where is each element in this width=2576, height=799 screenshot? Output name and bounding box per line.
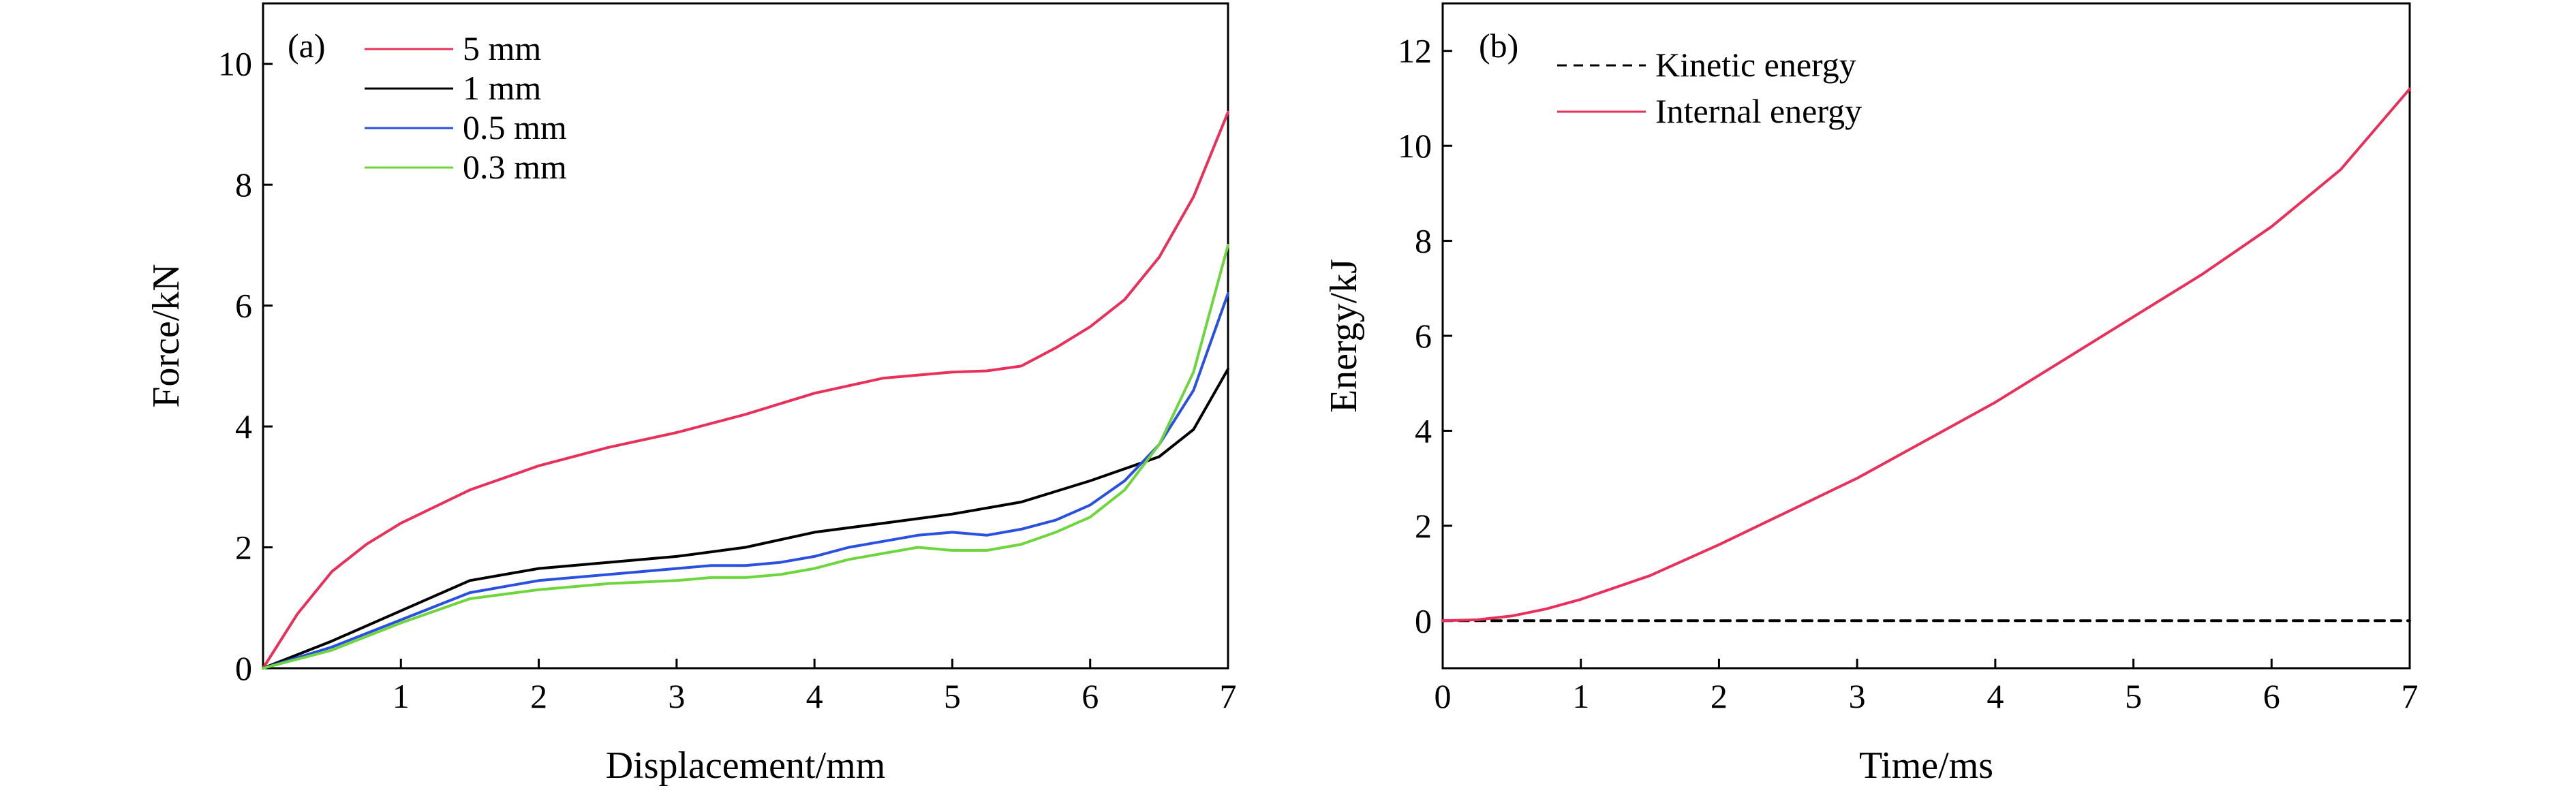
plot-frame-a bbox=[262, 2, 1229, 670]
x-tick-label-a-2: 2 bbox=[530, 677, 547, 715]
y-tick-label-a-8: 8 bbox=[235, 166, 252, 204]
x-tick-label-a-5: 5 bbox=[944, 677, 961, 715]
x-tick-label-a-3: 3 bbox=[668, 677, 685, 715]
x-tick-label-b-0: 0 bbox=[1435, 677, 1452, 715]
x-tick-label-a-4: 4 bbox=[806, 677, 823, 715]
plot-frame-b bbox=[1441, 2, 2411, 670]
y-tick-label-a-10: 10 bbox=[218, 45, 252, 83]
legend-label-0-5-mm: 0.5 mm bbox=[463, 108, 567, 146]
panel-a-chart: 1 2 3 4 5 6 7 0 2 4 6 8 10 Displacement/mm Force/kN (a)… bbox=[145, 2, 1237, 787]
x-tick-label-a-7: 7 bbox=[1220, 677, 1237, 715]
y-axis-label-a: Force/kN bbox=[145, 264, 187, 408]
y-tick-label-b-4: 4 bbox=[1415, 411, 1432, 450]
legend-label-5-mm: 5 mm bbox=[463, 29, 541, 67]
y-tick-label-a-6: 6 bbox=[235, 287, 252, 325]
legend-label-internal-energy: Internal energy bbox=[1655, 92, 1862, 130]
y-tick-label-a-2: 2 bbox=[235, 529, 252, 567]
y-tick-label-b-10: 10 bbox=[1398, 127, 1432, 165]
y-tick-label-a-4: 4 bbox=[235, 407, 252, 445]
legend-label-1-mm: 1 mm bbox=[463, 69, 541, 107]
panel-label-b: (b) bbox=[1479, 27, 1518, 65]
x-tick-label-b-5: 5 bbox=[2125, 677, 2142, 715]
x-tick-label-b-7: 7 bbox=[2402, 677, 2419, 715]
y-tick-label-b-2: 2 bbox=[1415, 507, 1432, 545]
series-line-1-mm bbox=[262, 367, 1229, 670]
x-tick-label-b-1: 1 bbox=[1572, 677, 1589, 715]
x-tick-label-a-6: 6 bbox=[1082, 677, 1099, 715]
y-tick-label-b-6: 6 bbox=[1415, 317, 1432, 355]
y-tick-label-b-12: 12 bbox=[1398, 32, 1432, 70]
y-axis-label-b: Energy/kJ bbox=[1323, 259, 1365, 413]
y-tick-label-b-8: 8 bbox=[1415, 222, 1432, 260]
y-tick-label-b-0: 0 bbox=[1415, 601, 1432, 640]
legend-label-0-3-mm: 0.3 mm bbox=[463, 148, 567, 186]
panel-label-a: (a) bbox=[288, 27, 326, 65]
x-axis-label-b: Time/ms bbox=[1859, 745, 1993, 787]
x-tick-label-b-2: 2 bbox=[1711, 677, 1728, 715]
legend-label-kinetic-energy: Kinetic energy bbox=[1655, 46, 1856, 84]
x-axis-label-a: Displacement/mm bbox=[606, 745, 886, 787]
x-tick-label-a-1: 1 bbox=[393, 677, 410, 715]
series-line-0-5-mm bbox=[262, 292, 1229, 670]
x-tick-label-b-4: 4 bbox=[1987, 677, 2004, 715]
series-line-internal-energy bbox=[1441, 87, 2411, 623]
x-tick-label-b-3: 3 bbox=[1849, 677, 1866, 715]
series-line-5-mm bbox=[262, 110, 1229, 670]
x-tick-label-b-6: 6 bbox=[2263, 677, 2280, 715]
series-line-0-3-mm bbox=[262, 243, 1229, 670]
y-tick-label-a-0: 0 bbox=[235, 649, 252, 687]
